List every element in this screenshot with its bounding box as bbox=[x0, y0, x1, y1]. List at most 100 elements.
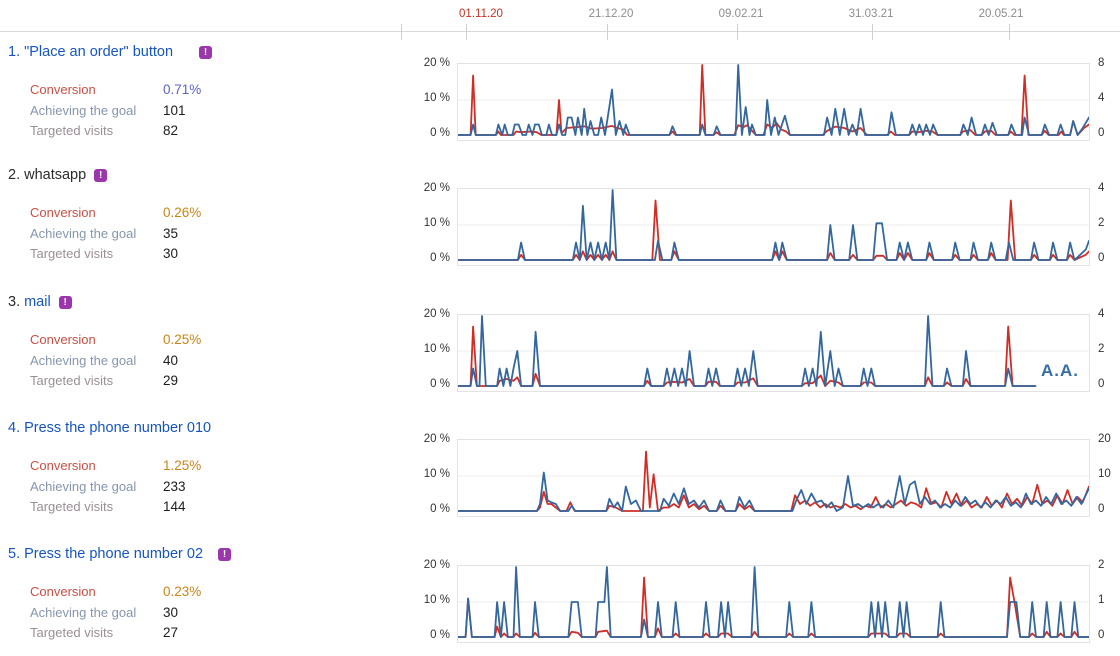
goal-name-link[interactable]: Press the phone number 010 bbox=[24, 420, 212, 436]
targeted-visits-row: Targeted visits 27 bbox=[30, 625, 420, 640]
left-axis-label: 10 % bbox=[423, 217, 450, 229]
goal-number: 5. bbox=[8, 546, 21, 562]
targeted-visits-value: 27 bbox=[163, 625, 179, 640]
right-axis-label: 4 bbox=[1098, 92, 1105, 104]
targeted-visits-value: 29 bbox=[163, 373, 179, 388]
conversion-label: Conversion bbox=[30, 584, 96, 599]
targeted-visits-label: Targeted visits bbox=[30, 625, 114, 640]
conversion-row: Conversion 0.23% bbox=[30, 584, 420, 599]
conversion-row: Conversion 0.25% bbox=[30, 332, 420, 347]
date-tick-label: 31.03.21 bbox=[848, 8, 894, 20]
right-axis-label: 0 bbox=[1098, 503, 1105, 515]
goal-sparkline-chart[interactable] bbox=[457, 314, 1090, 392]
achieving-the-goal-value: 30 bbox=[163, 605, 179, 620]
goal-alert-icon[interactable]: ! bbox=[199, 46, 213, 59]
conversion-row: Conversion 1.25% bbox=[30, 458, 420, 473]
left-axis-label: 10 % bbox=[423, 92, 450, 104]
conversion-percent-line bbox=[458, 576, 1089, 638]
goal-block: 5. Press the phone number 02! Conversion … bbox=[8, 546, 438, 656]
conversion-value: 0.71% bbox=[163, 82, 202, 97]
goal-alert-icon[interactable]: ! bbox=[94, 169, 108, 182]
goal-number: 3. bbox=[8, 294, 21, 310]
targeted-visits-label: Targeted visits bbox=[30, 373, 114, 388]
conversion-label: Conversion bbox=[30, 332, 96, 347]
goal-alert-icon[interactable]: ! bbox=[58, 296, 72, 309]
left-axis-label: 0 % bbox=[430, 252, 450, 264]
goal-sparkline-chart[interactable] bbox=[457, 439, 1090, 517]
left-axis-label: 20 % bbox=[423, 308, 450, 320]
achieving-count-line bbox=[458, 64, 1089, 136]
left-axis-label: 10 % bbox=[423, 343, 450, 355]
left-axis-label: 0 % bbox=[430, 503, 450, 515]
goal-number: 1. bbox=[8, 44, 21, 60]
conversion-value: 0.23% bbox=[163, 584, 202, 599]
date-tick-label: 09.02.21 bbox=[718, 8, 764, 20]
goal-block: 1. "Place an order" button! Conversion 0.… bbox=[8, 44, 438, 154]
goal-block: 3. mail! Conversion 0.25% Achieving the g… bbox=[8, 294, 438, 404]
left-axis-label: 20 % bbox=[423, 433, 450, 445]
right-axis-label: 0 bbox=[1098, 378, 1105, 390]
date-tick-label: 20.05.21 bbox=[978, 8, 1024, 20]
targeted-visits-row: Targeted visits 30 bbox=[30, 246, 420, 261]
left-axis-label: 0 % bbox=[430, 127, 450, 139]
conversion-row: Conversion 0.71% bbox=[30, 82, 420, 97]
right-axis-label: 4 bbox=[1098, 182, 1105, 194]
targeted-visits-row: Targeted visits 82 bbox=[30, 123, 420, 138]
achieving-the-goal-value: 101 bbox=[163, 103, 186, 118]
axis-tick bbox=[607, 24, 608, 40]
goal-sparkline-chart[interactable] bbox=[457, 63, 1090, 141]
right-axis-label: 2 bbox=[1098, 217, 1105, 229]
right-axis-label: 0 bbox=[1098, 252, 1105, 264]
date-axis-line bbox=[0, 31, 1120, 32]
achieving-the-goal-value: 40 bbox=[163, 353, 179, 368]
goal-block: 4.Press the phone number 010! Conversion… bbox=[8, 420, 438, 530]
goal-alert-icon[interactable]: ! bbox=[218, 548, 232, 561]
goal-title: 3. mail! bbox=[8, 294, 72, 310]
conversion-row: Conversion 0.26% bbox=[30, 205, 420, 220]
goal-sparkline-chart[interactable] bbox=[457, 565, 1090, 643]
axis-tick bbox=[401, 24, 402, 40]
left-axis-label: 20 % bbox=[423, 57, 450, 69]
axis-tick bbox=[1009, 24, 1010, 40]
date-tick-label: 21.12.20 bbox=[588, 8, 634, 20]
right-axis-label: 2 bbox=[1098, 343, 1105, 355]
achieving-the-goal-row: Achieving the goal 40 bbox=[30, 353, 420, 368]
achieving-count-line bbox=[458, 566, 1089, 638]
conversion-label: Conversion bbox=[30, 458, 96, 473]
left-axis-label: 20 % bbox=[423, 182, 450, 194]
goal-title: 5. Press the phone number 02! bbox=[8, 546, 232, 562]
targeted-visits-label: Targeted visits bbox=[30, 499, 114, 514]
conversion-value: 0.25% bbox=[163, 332, 202, 347]
right-axis-label: 20 bbox=[1098, 433, 1111, 445]
axis-tick bbox=[872, 24, 873, 40]
achieving-the-goal-label: Achieving the goal bbox=[30, 353, 137, 368]
left-axis-label: 10 % bbox=[423, 468, 450, 480]
conversion-label: Conversion bbox=[30, 82, 96, 97]
achieving-the-goal-row: Achieving the goal 101 bbox=[30, 103, 420, 118]
axis-tick bbox=[737, 24, 738, 40]
achieving-the-goal-row: Achieving the goal 30 bbox=[30, 605, 420, 620]
goal-name-link[interactable]: mail bbox=[24, 294, 51, 310]
right-axis-label: 0 bbox=[1098, 127, 1105, 139]
targeted-visits-label: Targeted visits bbox=[30, 123, 114, 138]
axis-tick bbox=[466, 24, 467, 40]
achieving-count-line bbox=[458, 189, 1089, 261]
achieving-count-line bbox=[458, 315, 1037, 387]
goal-name-link[interactable]: Press the phone number 02 bbox=[24, 546, 204, 562]
goal-title: 4.Press the phone number 010! bbox=[8, 420, 211, 436]
conversion-label: Conversion bbox=[30, 205, 96, 220]
goal-title: 1. "Place an order" button! bbox=[8, 44, 213, 60]
right-axis-label: 2 bbox=[1098, 559, 1105, 571]
goal-sparkline-chart[interactable] bbox=[457, 188, 1090, 266]
conversion-value: 1.25% bbox=[163, 458, 202, 473]
achieving-count-line bbox=[458, 471, 1089, 512]
goal-name-link: whatsapp bbox=[24, 167, 87, 183]
goal-title: 2. whatsapp! bbox=[8, 167, 108, 183]
conversion-value: 0.26% bbox=[163, 205, 202, 220]
targeted-visits-label: Targeted visits bbox=[30, 246, 114, 261]
targeted-visits-row: Targeted visits 144 bbox=[30, 499, 420, 514]
achieving-the-goal-value: 35 bbox=[163, 226, 179, 241]
date-tick-label: 01.11.20 bbox=[459, 8, 503, 20]
goal-name-link[interactable]: "Place an order" button bbox=[24, 44, 174, 60]
left-axis-label: 0 % bbox=[430, 378, 450, 390]
